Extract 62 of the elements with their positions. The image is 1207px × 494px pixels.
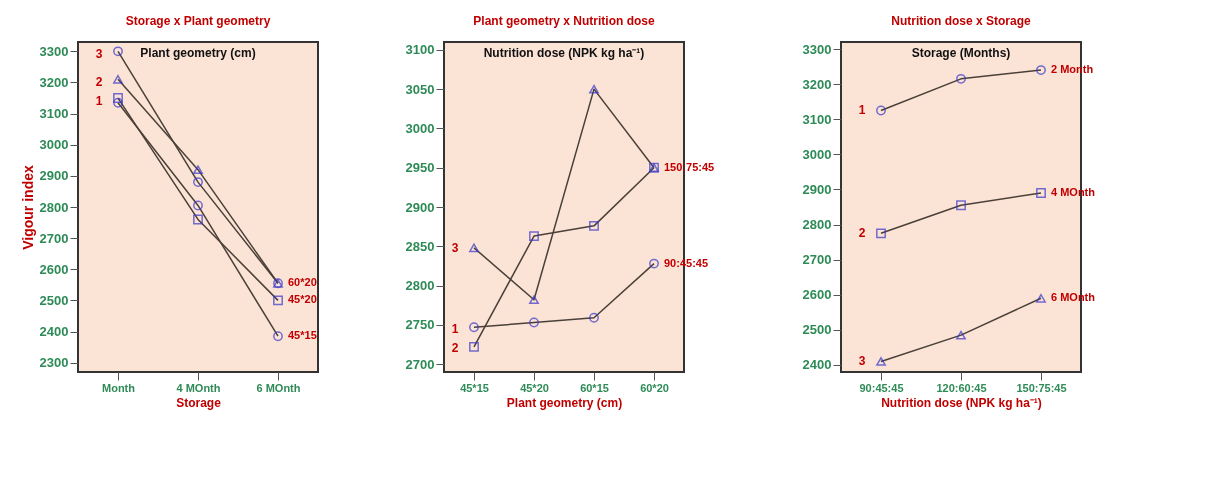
y-tick-label: 2600 (802, 287, 832, 303)
y-tick-label: 2400 (802, 357, 832, 373)
x-tick-label: 90:45:45 (859, 381, 904, 394)
annotation: 1 (858, 103, 866, 118)
y-tick-label: 3000 (39, 137, 69, 153)
y-tick-label: 3300 (39, 43, 69, 59)
x-axis-title: Nutrition dose (NPK kg ha⁻¹) (881, 395, 1042, 410)
chart-title: Nutrition dose x Storage (891, 14, 1031, 28)
y-tick-label: 3050 (405, 81, 435, 97)
x-tick-label: 60*20 (640, 381, 669, 394)
y-tick-label: 2900 (405, 199, 435, 215)
annotation: 1 (451, 321, 459, 336)
chart-title: Storage x Plant geometry (125, 14, 271, 28)
y-tick-label: 2800 (39, 199, 69, 215)
y-tick-label: 2850 (405, 238, 435, 254)
y-tick-label: 3000 (802, 146, 832, 162)
x-tick-label: 150:75:45 (1016, 381, 1067, 394)
y-tick-label: 2800 (405, 278, 435, 294)
legend-title: Nutrition dose (NPK kg ha⁻¹) (483, 46, 645, 60)
x-tick-label: 60*15 (580, 381, 609, 394)
x-tick-label: 45*15 (460, 381, 489, 394)
annotation: 3 (95, 47, 103, 62)
annotation: 2 (95, 75, 103, 90)
y-tick-label: 3100 (802, 111, 832, 127)
legend-title: Storage (Months) (911, 46, 1011, 60)
x-tick-label: Month (102, 381, 136, 394)
x-tick-label: 4 MOnth (176, 381, 221, 394)
y-tick-label: 3100 (405, 42, 435, 58)
x-tick-label: 120:60:45 (936, 381, 987, 394)
y-tick-label: 3000 (405, 120, 435, 136)
x-axis-title: Storage (176, 395, 222, 410)
y-tick-label: 2600 (39, 261, 69, 277)
series-label: 45*15 (288, 329, 317, 342)
chart-title: Plant geometry x Nutrition dose (473, 14, 656, 28)
y-tick-label: 2700 (405, 356, 435, 372)
y-tick-label: 3100 (39, 106, 69, 122)
x-axis-title: Plant geometry (cm) (506, 395, 623, 410)
y-tick-label: 2750 (405, 317, 435, 333)
y-tick-label: 2900 (39, 168, 69, 184)
annotation: 2 (858, 226, 866, 241)
y-tick-label: 2700 (39, 230, 69, 246)
y-tick-label: 2950 (405, 160, 435, 176)
x-tick-label: 45*20 (520, 381, 549, 394)
y-tick-label: 3300 (802, 41, 832, 57)
y-tick-label: 2800 (802, 217, 832, 233)
y-tick-label: 2400 (39, 324, 69, 340)
legend-title: Plant geometry (cm) (140, 46, 256, 60)
y-tick-label: 2500 (39, 292, 69, 308)
y-tick-label: 2700 (802, 252, 832, 268)
annotation: 2 (451, 341, 459, 356)
series-label: 60*20 (288, 276, 317, 289)
y-tick-label: 3200 (802, 76, 832, 92)
annotation: 3 (451, 240, 459, 255)
annotation: 3 (858, 354, 866, 369)
annotation: 1 (95, 94, 103, 109)
y-tick-label: 2900 (802, 181, 832, 197)
y-axis-title: Vigour index (19, 165, 36, 250)
y-tick-label: 2500 (802, 322, 832, 338)
y-tick-label: 2300 (39, 355, 69, 371)
x-tick-label: 6 MOnth (256, 381, 301, 394)
series-label: 45*20 (288, 293, 317, 306)
y-tick-label: 3200 (39, 74, 69, 90)
